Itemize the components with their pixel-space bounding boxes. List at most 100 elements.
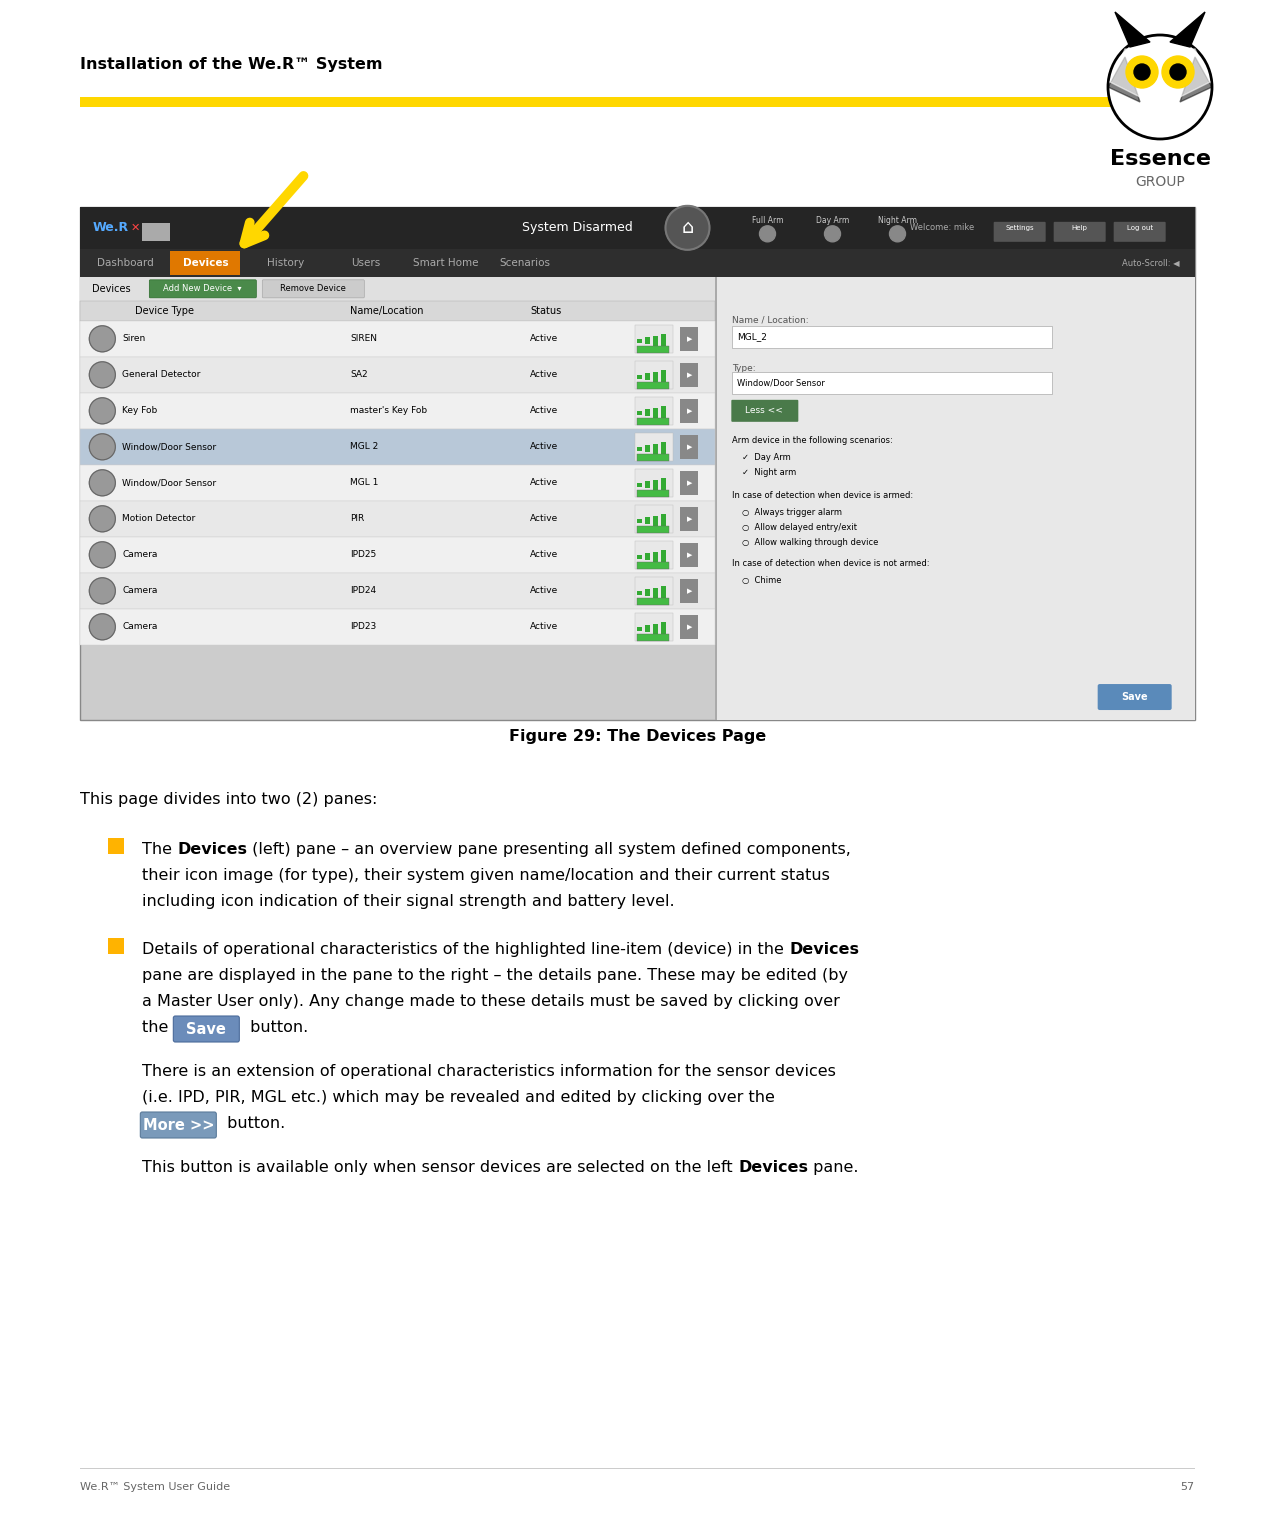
- Circle shape: [89, 578, 115, 604]
- Circle shape: [760, 225, 775, 242]
- FancyBboxPatch shape: [715, 277, 718, 720]
- FancyBboxPatch shape: [80, 207, 1195, 248]
- FancyBboxPatch shape: [638, 519, 643, 522]
- FancyBboxPatch shape: [645, 625, 650, 633]
- FancyBboxPatch shape: [645, 518, 650, 524]
- Text: ✓  Night arm: ✓ Night arm: [742, 467, 797, 476]
- Text: Name/Location: Name/Location: [351, 306, 423, 316]
- FancyBboxPatch shape: [638, 411, 643, 415]
- FancyBboxPatch shape: [635, 325, 673, 352]
- Polygon shape: [1179, 57, 1213, 103]
- Text: Window/Door Sensor: Window/Door Sensor: [122, 443, 217, 452]
- FancyBboxPatch shape: [80, 248, 1195, 277]
- Text: ○  Chime: ○ Chime: [742, 576, 782, 585]
- Text: Details of operational characteristics of the highlighted line-item (device) in : Details of operational characteristics o…: [143, 942, 789, 958]
- Circle shape: [89, 506, 115, 532]
- FancyBboxPatch shape: [653, 588, 658, 597]
- FancyBboxPatch shape: [635, 434, 673, 461]
- FancyBboxPatch shape: [662, 371, 667, 383]
- Text: ○  Allow walking through device: ○ Allow walking through device: [742, 538, 878, 547]
- Circle shape: [1162, 57, 1193, 87]
- FancyBboxPatch shape: [662, 406, 667, 420]
- FancyBboxPatch shape: [681, 579, 699, 602]
- FancyBboxPatch shape: [653, 408, 658, 418]
- Circle shape: [666, 205, 709, 250]
- Text: ▶: ▶: [687, 516, 692, 522]
- Circle shape: [1133, 64, 1150, 80]
- FancyBboxPatch shape: [80, 300, 715, 320]
- Text: Smart Home: Smart Home: [413, 257, 478, 268]
- Text: IPD25: IPD25: [351, 550, 376, 559]
- Text: Siren: Siren: [122, 334, 145, 343]
- Text: Save: Save: [186, 1022, 226, 1037]
- Circle shape: [1126, 57, 1158, 87]
- FancyBboxPatch shape: [638, 483, 643, 487]
- FancyBboxPatch shape: [653, 624, 658, 634]
- Circle shape: [89, 614, 115, 640]
- Text: MGL_2: MGL_2: [737, 332, 768, 342]
- FancyBboxPatch shape: [635, 613, 673, 640]
- Text: In case of detection when device is not armed:: In case of detection when device is not …: [732, 559, 929, 568]
- FancyBboxPatch shape: [263, 280, 365, 297]
- Text: Help: Help: [1072, 225, 1088, 231]
- FancyBboxPatch shape: [662, 515, 667, 527]
- FancyBboxPatch shape: [80, 429, 715, 464]
- FancyBboxPatch shape: [993, 222, 1046, 242]
- FancyBboxPatch shape: [173, 1016, 240, 1042]
- Text: Active: Active: [530, 587, 558, 596]
- FancyBboxPatch shape: [662, 587, 667, 599]
- Text: SIREN: SIREN: [351, 334, 377, 343]
- Text: Type:: Type:: [732, 363, 756, 372]
- FancyBboxPatch shape: [653, 336, 658, 346]
- Text: ○  Allow delayed entry/exit: ○ Allow delayed entry/exit: [742, 522, 857, 532]
- FancyBboxPatch shape: [80, 464, 715, 501]
- Text: Less <<: Less <<: [746, 406, 783, 415]
- Text: Active: Active: [530, 371, 558, 380]
- Text: Log out: Log out: [1127, 225, 1153, 231]
- Text: Devices: Devices: [182, 257, 228, 268]
- FancyBboxPatch shape: [638, 525, 669, 533]
- FancyBboxPatch shape: [638, 375, 643, 378]
- FancyBboxPatch shape: [1053, 222, 1105, 242]
- FancyBboxPatch shape: [1113, 222, 1165, 242]
- Text: IPD24: IPD24: [351, 587, 376, 596]
- FancyBboxPatch shape: [653, 552, 658, 562]
- FancyBboxPatch shape: [80, 608, 715, 645]
- FancyBboxPatch shape: [638, 381, 669, 389]
- FancyBboxPatch shape: [732, 326, 1052, 348]
- Text: Motion Detector: Motion Detector: [122, 515, 195, 524]
- FancyBboxPatch shape: [681, 363, 699, 386]
- FancyBboxPatch shape: [635, 506, 673, 533]
- Text: master's Key Fob: master's Key Fob: [351, 406, 427, 415]
- Text: ▶: ▶: [687, 588, 692, 594]
- Text: Window/Door Sensor: Window/Door Sensor: [737, 378, 825, 388]
- Polygon shape: [1108, 57, 1140, 103]
- FancyBboxPatch shape: [662, 334, 667, 348]
- Text: (left) pane – an overview pane presenting all system defined components,: (left) pane – an overview pane presentin…: [247, 843, 852, 856]
- FancyBboxPatch shape: [662, 443, 667, 455]
- Text: Active: Active: [530, 334, 558, 343]
- FancyBboxPatch shape: [638, 562, 669, 568]
- Text: PIR: PIR: [351, 515, 365, 524]
- Text: Save: Save: [1122, 692, 1148, 702]
- Text: Essence: Essence: [1109, 149, 1210, 169]
- Text: Welcome: mike: Welcome: mike: [910, 224, 974, 233]
- Text: MGL 2: MGL 2: [351, 443, 379, 452]
- Text: a Master User only). Any change made to these details must be saved by clicking : a Master User only). Any change made to …: [143, 994, 840, 1010]
- Text: Camera: Camera: [122, 622, 158, 631]
- Circle shape: [89, 542, 115, 568]
- FancyBboxPatch shape: [635, 578, 673, 605]
- Text: Auto-Scroll: ◀: Auto-Scroll: ◀: [1122, 259, 1179, 267]
- Text: Settings: Settings: [1006, 225, 1034, 231]
- FancyBboxPatch shape: [80, 357, 715, 392]
- FancyBboxPatch shape: [681, 507, 699, 530]
- FancyBboxPatch shape: [681, 470, 699, 495]
- Text: Scenarios: Scenarios: [500, 257, 551, 268]
- Text: More >>: More >>: [143, 1117, 214, 1132]
- FancyBboxPatch shape: [653, 444, 658, 453]
- Circle shape: [89, 470, 115, 496]
- FancyBboxPatch shape: [645, 374, 650, 380]
- Text: Active: Active: [530, 478, 558, 487]
- FancyBboxPatch shape: [638, 490, 669, 496]
- Text: the: the: [143, 1020, 173, 1036]
